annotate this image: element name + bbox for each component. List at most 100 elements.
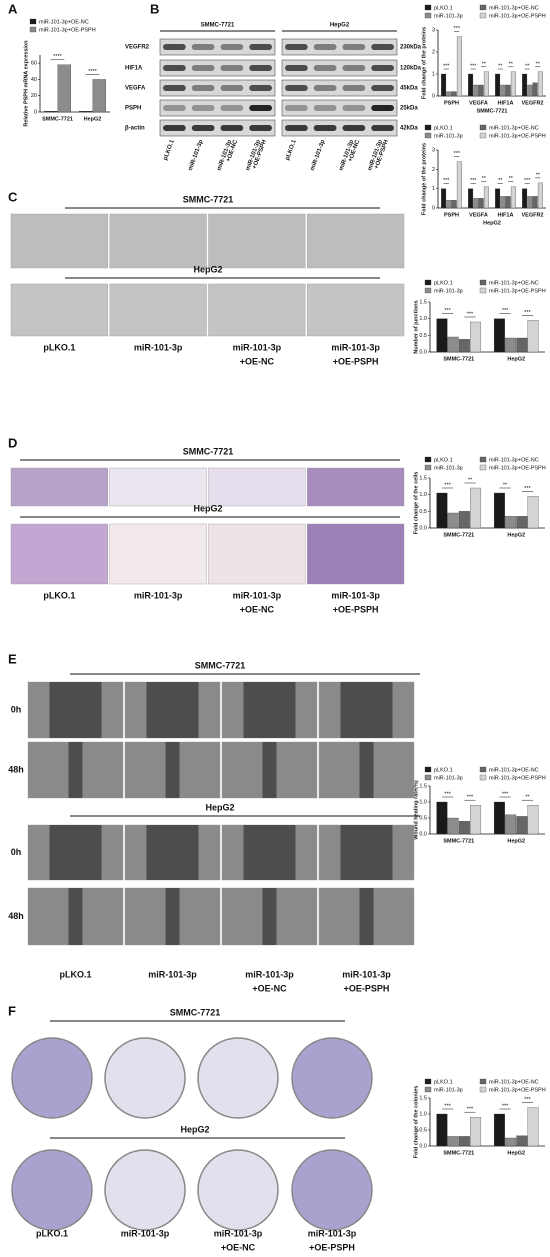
micrograph [307, 523, 405, 585]
x-tick-label: VEGFR2 [521, 100, 543, 106]
bar [447, 817, 459, 835]
micrograph [10, 213, 108, 269]
x-tick-label: SMMC-7721 [443, 532, 474, 538]
timepoint-label: 48h [8, 911, 24, 921]
legend-swatch [424, 132, 432, 139]
bar [441, 73, 447, 97]
bar [451, 200, 457, 209]
bar [470, 321, 482, 353]
x-tick-label: SMMC-7721 [443, 1150, 474, 1156]
micrograph [109, 467, 207, 507]
wound-gap [68, 888, 83, 945]
bar [451, 91, 457, 97]
condition-label: miR-101-3p [331, 590, 380, 600]
micrograph [10, 523, 108, 585]
x-tick-label: PSPH [444, 212, 459, 218]
condition-label: pLKO.1 [43, 342, 75, 352]
band [163, 125, 186, 131]
y-tick-label: 1 [432, 71, 435, 77]
bar [92, 79, 107, 113]
micrograph [307, 213, 405, 269]
bar [456, 36, 462, 97]
lane-label: pLKO.1 [285, 139, 298, 162]
bar [505, 1137, 517, 1147]
significance: ** [525, 795, 530, 801]
bar [483, 71, 489, 97]
band [191, 44, 215, 50]
micrograph [109, 523, 207, 585]
x-tick-label: SMMC-7721 [443, 838, 474, 844]
legend-label: miR-101-3p+OE-PSPH [39, 27, 96, 33]
legend-swatch [424, 1078, 432, 1085]
bar [527, 84, 533, 97]
blot-strip [159, 79, 276, 97]
band [313, 65, 337, 71]
legend-label: miR-101-3p+OE-PSPH [489, 775, 546, 781]
legend-swatch [424, 1086, 432, 1093]
significance: *** [524, 486, 531, 492]
condition-label: pLKO.1 [36, 1228, 68, 1238]
colony-dish [197, 1037, 279, 1119]
wound-gap [243, 682, 296, 738]
x-tick-label: SMMC-7721 [42, 116, 73, 122]
group-header: HepG2 [193, 503, 222, 513]
y-tick-label: 0 [432, 93, 435, 99]
significance: *** [444, 308, 451, 314]
wound-gap [262, 888, 277, 945]
micrograph [208, 467, 306, 507]
legend-label: miR-101-3p+OE-PSPH [489, 133, 546, 139]
micrograph [208, 283, 306, 337]
legend-swatch [479, 279, 487, 286]
legend-label: miR-101-3p+OE-NC [489, 125, 539, 131]
bar [57, 64, 71, 113]
legend-swatch [479, 132, 487, 139]
y-tick-label: 3 [432, 147, 435, 153]
y-tick-label: 20 [31, 93, 37, 99]
bar [527, 320, 539, 353]
bar [447, 336, 459, 353]
y-tick-label: 60 [31, 61, 37, 67]
significance: *** [454, 151, 461, 157]
band [313, 105, 337, 111]
significance: ** [536, 61, 541, 67]
y-tick-label: 0.5 [419, 333, 427, 339]
bar [468, 188, 474, 209]
significance: ** [503, 482, 508, 488]
y-tick-label: 0 [432, 205, 435, 211]
wound-gap [146, 825, 199, 880]
band [371, 85, 394, 91]
y-tick-label: 0.5 [419, 1127, 427, 1133]
legend-swatch [479, 766, 487, 773]
bar [458, 821, 470, 835]
legend-label: miR-101-3p [434, 1087, 463, 1093]
protein-label: VEGFR2 [125, 45, 150, 51]
micrograph [307, 283, 405, 337]
y-tick-label: 2 [432, 49, 435, 55]
condition-label: miR-101-3p [233, 590, 282, 600]
bar [532, 82, 538, 97]
y-axis-label: Wound healing rate(%) [413, 780, 419, 840]
group-header: HepG2 [180, 1124, 209, 1134]
y-tick-label: 3 [432, 27, 435, 33]
legend-label: miR-101-3p+OE-NC [489, 1079, 539, 1085]
y-axis-label: Relative PSPH mRNA expression [23, 40, 29, 127]
y-tick-label: 0.0 [419, 349, 427, 355]
bar [441, 188, 447, 209]
bar [468, 73, 474, 97]
bar [527, 196, 533, 209]
bar [478, 198, 484, 209]
condition-label: +OE-NC [240, 604, 275, 614]
legend-label: miR-101-3p [434, 775, 463, 781]
micrograph [10, 283, 108, 337]
blot-strip [159, 99, 276, 117]
condition-label: miR-101-3p [134, 590, 183, 600]
legend-label: pLKO.1 [434, 457, 453, 463]
bar [505, 814, 517, 835]
colony-dish [11, 1149, 93, 1231]
significance: *** [443, 178, 450, 184]
legend-label: pLKO.1 [434, 280, 453, 286]
significance: *** [470, 178, 477, 184]
significance: *** [524, 178, 531, 184]
legend-swatch [479, 124, 487, 131]
colony-dish [291, 1037, 373, 1119]
